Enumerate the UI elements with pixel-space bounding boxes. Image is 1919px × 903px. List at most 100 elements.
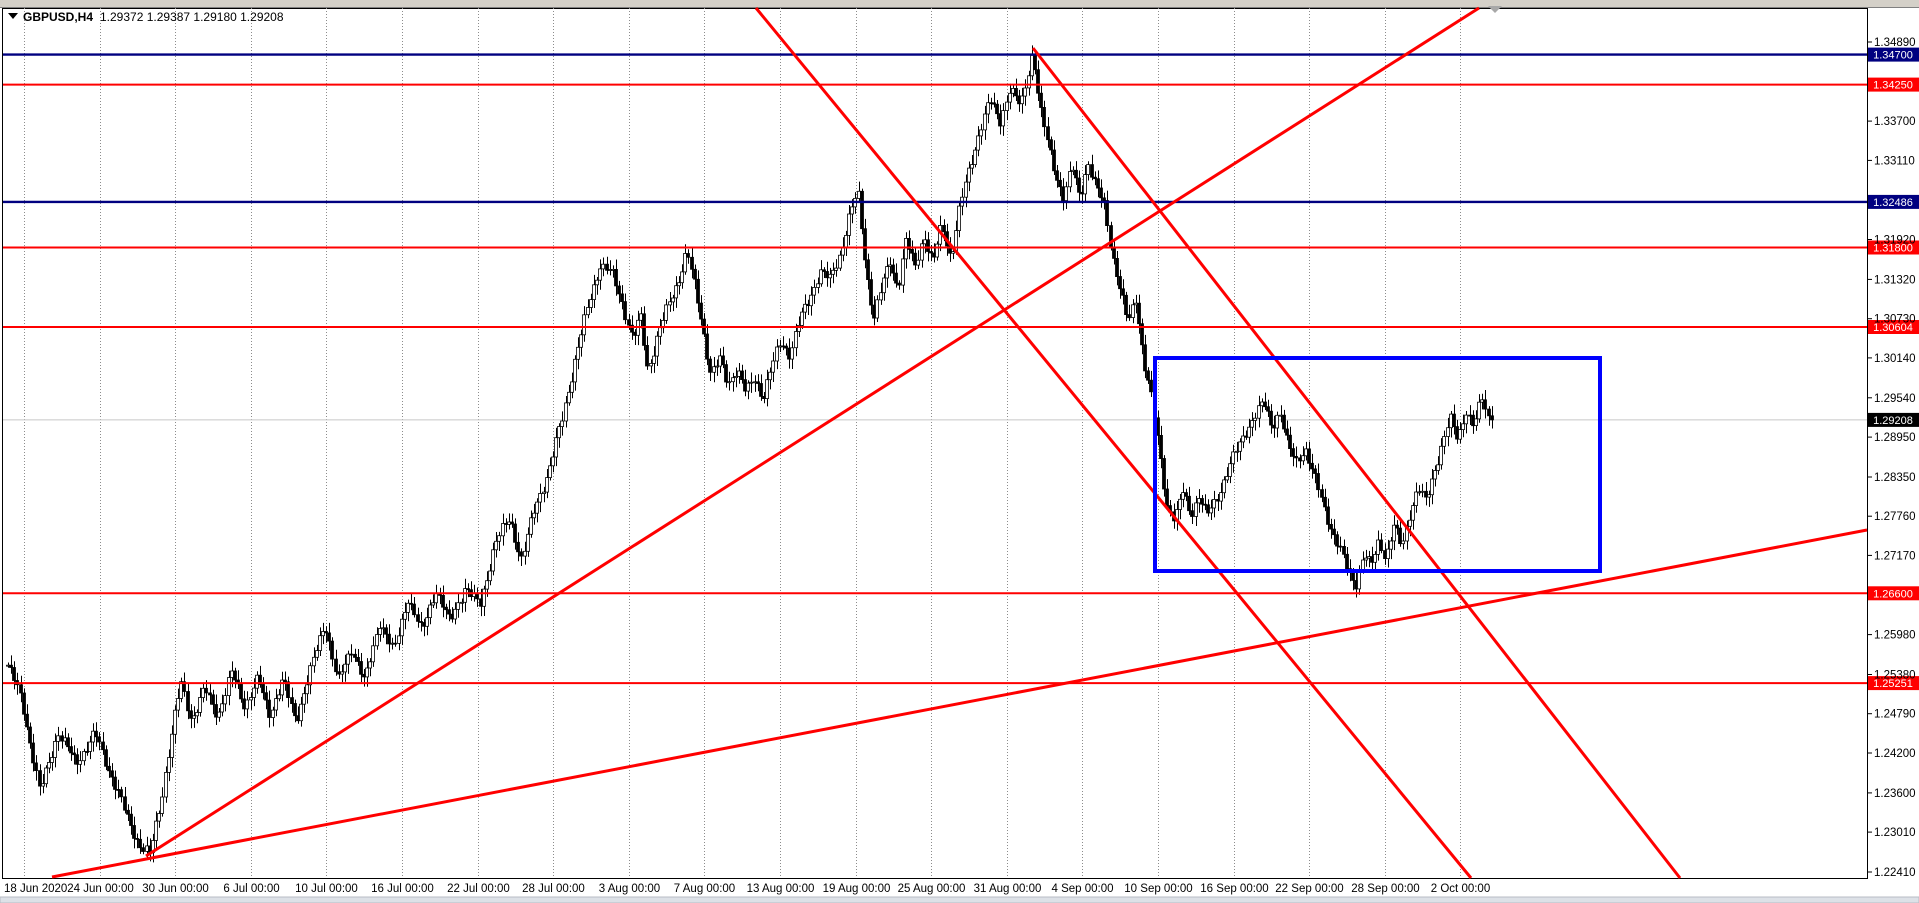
candle [227,677,231,697]
trend-line-ascending-shallow[interactable] [51,528,1868,879]
price-axis-label: 1.31920 [1874,235,1916,247]
candle [1439,445,1443,466]
candle [141,847,145,852]
candle [847,213,851,236]
candle [601,263,605,270]
candle [1178,498,1182,510]
candle [1370,556,1374,563]
candle [560,420,564,427]
candle [894,272,898,284]
candle [523,550,527,557]
candle [756,381,760,384]
time-axis-label: 10 Jul 00:00 [295,883,358,895]
price-level-badge [1868,676,1919,691]
candle [995,103,999,115]
candle [38,770,42,787]
candle [447,609,451,615]
candle [1008,92,1012,103]
candle [1395,524,1399,529]
candle [1452,413,1456,428]
candle [759,383,763,397]
candle [1105,200,1109,227]
candle [1266,406,1270,412]
candle [504,523,508,525]
candle [850,206,854,215]
candle [425,617,429,627]
candle [1338,545,1342,548]
candle [1263,401,1267,408]
candle [652,355,656,364]
candle [1162,458,1166,490]
candle [422,622,426,627]
candle [290,697,294,704]
candle [712,366,716,373]
candle [718,355,722,367]
candle [1335,534,1339,547]
price-axis-label: 1.23600 [1874,788,1916,800]
candle [863,228,867,261]
price-level-badge [1868,240,1919,255]
candle [658,327,662,337]
candle [690,256,694,270]
candle [875,299,879,319]
candle [1222,479,1226,494]
candle [1231,451,1235,465]
candle [431,602,435,606]
candle [368,661,372,669]
candle [803,303,807,313]
candle [866,259,870,280]
candle [816,283,820,288]
candle [623,301,627,321]
candle [882,277,886,294]
scroll-to-end-icon[interactable] [1488,6,1502,13]
status-strip [0,896,1919,903]
trend-line-ascending-steep[interactable] [145,6,1480,858]
candle [891,264,895,274]
candle [1446,427,1450,437]
candle [375,634,379,647]
time-axis-label: 16 Sep 00:00 [1200,883,1268,895]
candle [359,661,363,675]
symbol-dropdown-icon[interactable] [8,13,18,19]
candle [1427,494,1431,498]
plot-area[interactable] [2,8,1868,879]
candle [1083,174,1087,195]
candle [1033,55,1037,71]
candle [1288,434,1292,450]
candle [1417,491,1421,494]
candle [825,271,829,279]
candle [740,370,744,381]
candle [992,102,996,105]
candle [258,674,262,685]
time-axis-label: 10 Sep 00:00 [1124,883,1192,895]
candle [1455,426,1459,440]
trend-line-descending-channel-upper[interactable] [754,7,1473,879]
consolidation-rectangle[interactable] [1153,356,1602,573]
candle [1190,510,1194,517]
trend-line-descending-from-peak[interactable] [1031,47,1682,879]
candle [412,603,416,616]
candle [1487,408,1491,417]
candle [831,269,835,275]
candle [1430,478,1434,496]
candle [384,627,388,635]
candle [41,783,45,787]
candle [296,715,300,722]
candle [501,523,505,537]
time-axis-label: 13 Aug 00:00 [747,883,815,895]
candle [274,698,278,711]
candle [787,347,791,360]
candle [466,588,470,591]
price-axis-label: 1.33110 [1874,155,1915,167]
candle [378,628,382,635]
candle [1414,491,1418,507]
candle [683,253,687,273]
candle [1379,539,1383,552]
candle [800,311,804,326]
candle [765,379,769,400]
candle [1225,476,1229,481]
candle [932,252,936,258]
candle [1165,488,1169,507]
candle [397,635,401,644]
candle [315,650,319,658]
